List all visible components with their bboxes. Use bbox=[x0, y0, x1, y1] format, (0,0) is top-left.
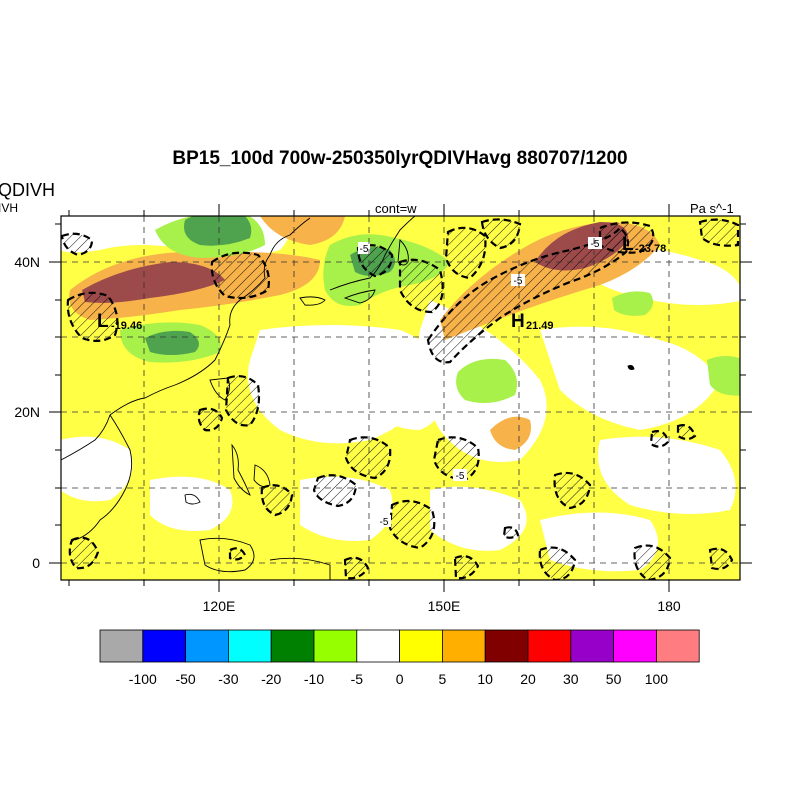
axis-ticks bbox=[49, 204, 752, 592]
colorbar-label: -5 bbox=[350, 671, 364, 687]
low-marker-label: L bbox=[622, 234, 634, 255]
x-tick-label: 120E bbox=[202, 598, 236, 614]
colorbar-label: -100 bbox=[128, 671, 157, 687]
colorbar-label: -50 bbox=[175, 671, 196, 687]
y-tick-label: 20N bbox=[14, 404, 40, 420]
colorbar-swatch bbox=[613, 629, 657, 663]
low-marker-label: L bbox=[97, 311, 109, 332]
colorbar-label: 0 bbox=[395, 671, 404, 687]
y-tick-label: 0 bbox=[32, 555, 40, 571]
high-marker-value: 21.49 bbox=[526, 320, 554, 332]
contour-label-group bbox=[358, 237, 602, 527]
contour-value: -5 bbox=[514, 276, 523, 287]
low-marker-value: -19.46 bbox=[111, 320, 142, 332]
colorbar-swatch bbox=[185, 629, 229, 663]
colorbar-label: -20 bbox=[261, 671, 282, 687]
plot-area: -5 -5 -5 -5 -5 bbox=[61, 216, 740, 580]
y-tick-label: 40N bbox=[14, 254, 40, 270]
colorbar-swatch bbox=[313, 629, 358, 663]
plot-frame bbox=[60, 215, 741, 581]
x-tick-label: 150E bbox=[427, 598, 461, 614]
colorbar-swatch bbox=[570, 629, 614, 663]
pressure-markers: L -19.46 H 21.49 L -23.78 bbox=[97, 234, 666, 332]
colorbar-swatch bbox=[441, 629, 486, 663]
variable-sublabel: IVH bbox=[0, 201, 19, 215]
contour-value: -5 bbox=[456, 471, 465, 482]
colorbar-swatch bbox=[484, 629, 529, 663]
plot-title: BP15_100d 700w-250350lyrQDIVHavg 880707/… bbox=[172, 148, 628, 169]
contour-value: -5 bbox=[380, 517, 389, 528]
colorbar-swatch bbox=[270, 629, 315, 663]
contour-label: cont=w bbox=[375, 201, 417, 216]
colorbar-label: 50 bbox=[605, 671, 622, 687]
colorbar-swatch bbox=[527, 629, 572, 663]
x-tick-label: 180 bbox=[657, 598, 681, 614]
colorbar-swatch bbox=[227, 629, 272, 663]
low-marker-value: -23.78 bbox=[635, 243, 666, 255]
colorbar-swatch bbox=[142, 629, 187, 663]
colorbar-swatch bbox=[356, 629, 400, 663]
colorbar-label: 10 bbox=[477, 671, 493, 687]
units-label: Pa s^-1 bbox=[690, 201, 734, 216]
colorbar-swatch bbox=[399, 629, 443, 663]
variable-label: QDIVH bbox=[0, 180, 56, 200]
contour-value: -5 bbox=[591, 239, 600, 250]
gridlines bbox=[61, 216, 740, 580]
negative-contours bbox=[61, 218, 740, 580]
colorbar-label: 30 bbox=[563, 671, 579, 687]
contour-value: -5 bbox=[360, 244, 369, 255]
colorbar-label: 100 bbox=[644, 671, 669, 687]
colorbar-label: -10 bbox=[303, 671, 325, 687]
high-marker-label: H bbox=[511, 311, 525, 332]
colorbar-swatch bbox=[656, 629, 700, 663]
colorbar-label: -30 bbox=[218, 671, 239, 687]
colorbar-swatch bbox=[99, 629, 144, 663]
colorbar-label: 5 bbox=[438, 671, 447, 687]
colorbar bbox=[99, 629, 700, 663]
colorbar-label: 20 bbox=[520, 671, 536, 687]
